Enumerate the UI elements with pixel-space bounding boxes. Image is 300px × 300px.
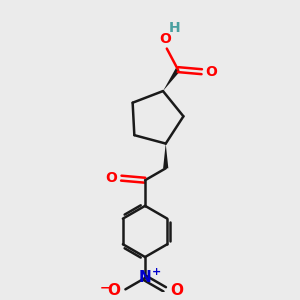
Text: O: O (159, 32, 171, 46)
Text: −: − (100, 281, 110, 294)
Text: O: O (105, 171, 117, 185)
Text: O: O (170, 283, 183, 298)
Text: O: O (205, 65, 217, 79)
Polygon shape (163, 68, 180, 91)
Text: O: O (107, 283, 120, 298)
Polygon shape (163, 144, 168, 168)
Text: N: N (139, 270, 152, 285)
Text: +: + (152, 267, 161, 277)
Text: H: H (168, 21, 180, 34)
